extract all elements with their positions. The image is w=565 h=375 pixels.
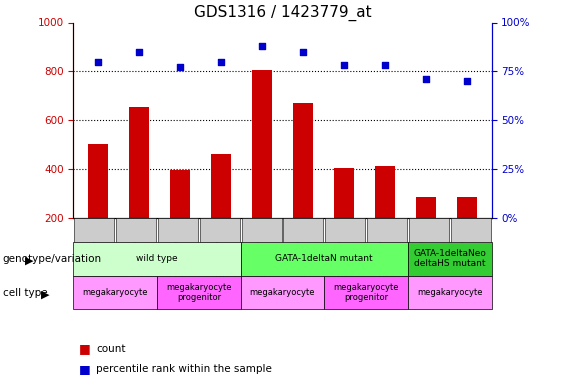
FancyBboxPatch shape [241,242,408,276]
Text: GATA-1deltaNeo
deltaHS mutant: GATA-1deltaNeo deltaHS mutant [414,249,486,268]
Text: ■: ■ [79,342,91,355]
FancyBboxPatch shape [158,217,198,242]
FancyBboxPatch shape [408,276,492,309]
Text: megakaryocyte: megakaryocyte [417,288,483,297]
Point [340,62,349,68]
Bar [334,168,354,217]
Text: ■: ■ [79,363,91,375]
Bar [457,197,477,217]
FancyBboxPatch shape [74,217,115,242]
Bar [375,166,396,218]
FancyBboxPatch shape [450,217,491,242]
Point [134,49,144,55]
Text: count: count [96,344,125,354]
Point [258,43,267,49]
Bar [252,70,272,217]
Point [298,49,307,55]
Text: percentile rank within the sample: percentile rank within the sample [96,364,272,374]
Bar [129,106,149,218]
Point [216,58,225,64]
Bar [293,104,313,218]
Text: ▶: ▶ [41,290,49,299]
Text: megakaryocyte: megakaryocyte [82,288,148,297]
Bar [170,170,190,217]
FancyBboxPatch shape [408,242,492,276]
FancyBboxPatch shape [408,217,449,242]
FancyBboxPatch shape [325,217,366,242]
Text: megakaryocyte: megakaryocyte [250,288,315,297]
Text: wild type: wild type [136,254,178,263]
Point [421,76,431,82]
FancyBboxPatch shape [283,217,324,242]
Point [176,64,185,70]
FancyBboxPatch shape [324,276,408,309]
Bar [88,144,108,218]
FancyBboxPatch shape [73,242,241,276]
FancyBboxPatch shape [157,276,241,309]
Point [380,62,389,68]
Point [94,58,103,64]
FancyBboxPatch shape [116,217,157,242]
FancyBboxPatch shape [199,217,240,242]
Text: cell type: cell type [3,288,47,297]
Text: GATA-1deltaN mutant: GATA-1deltaN mutant [276,254,373,263]
Text: megakaryocyte
progenitor: megakaryocyte progenitor [333,283,399,302]
Bar [211,154,231,218]
Text: genotype/variation: genotype/variation [3,254,102,264]
Title: GDS1316 / 1423779_at: GDS1316 / 1423779_at [194,5,371,21]
Point [462,78,471,84]
Text: ▶: ▶ [25,256,34,266]
FancyBboxPatch shape [241,276,324,309]
FancyBboxPatch shape [241,217,282,242]
FancyBboxPatch shape [367,217,407,242]
Bar [416,197,436,217]
Text: megakaryocyte
progenitor: megakaryocyte progenitor [166,283,232,302]
FancyBboxPatch shape [73,276,157,309]
